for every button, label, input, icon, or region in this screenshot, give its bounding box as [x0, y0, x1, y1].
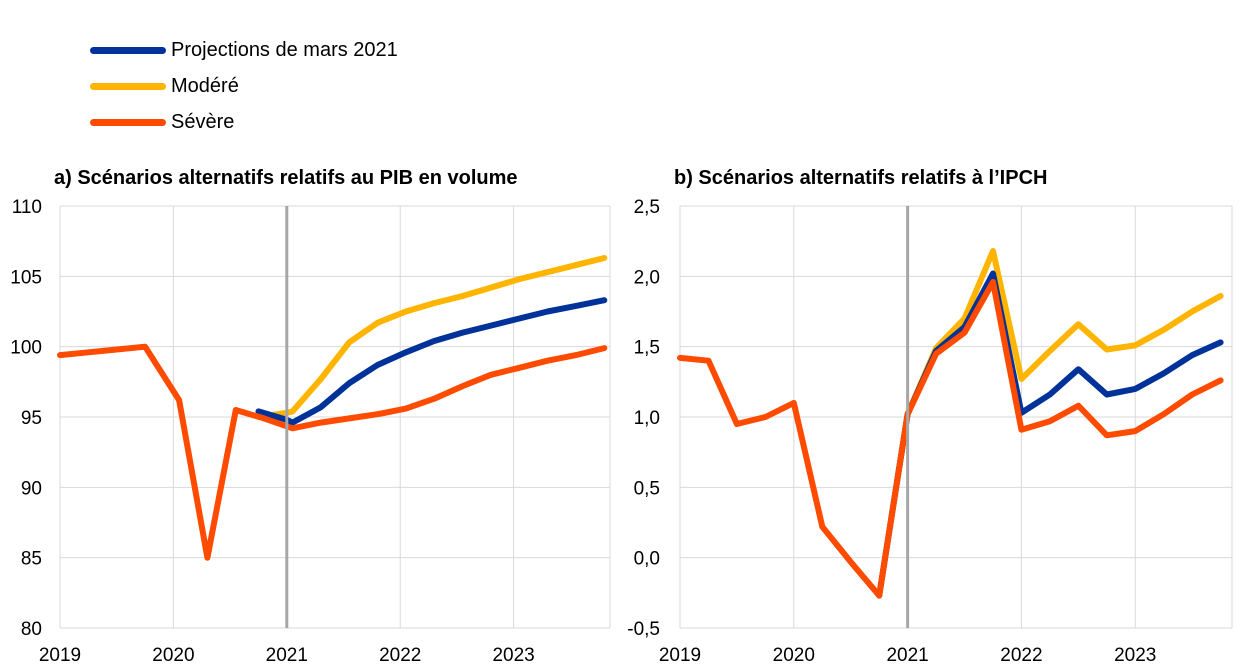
legend-item-severe: Sévère	[90, 104, 398, 140]
legend-swatch-severe	[90, 118, 166, 126]
series-line-severe	[57, 343, 608, 561]
panel-title-gdp: a) Scénarios alternatifs relatifs au PIB…	[54, 167, 518, 189]
legend-label-modere: Modéré	[171, 74, 239, 97]
y-tick-label: 0,0	[634, 549, 660, 570]
y-tick-label: -0,5	[627, 619, 660, 640]
series-line-projections	[876, 270, 1224, 599]
y-tick-label: 90	[21, 478, 42, 499]
x-tick-label: 2019	[39, 645, 81, 666]
y-tick-label: 2,5	[634, 197, 660, 218]
y-tick-label: 2,0	[634, 267, 660, 288]
y-tick-label: 85	[21, 549, 42, 570]
x-tick-label: 2020	[773, 645, 815, 666]
y-tick-label: 1,0	[634, 408, 660, 429]
legend-item-modere: Modéré	[90, 68, 398, 104]
legend-label-severe: Sévère	[171, 110, 235, 133]
series-line-severe	[677, 279, 1224, 599]
y-tick-label: 0,5	[634, 478, 660, 499]
x-tick-label: 2019	[659, 645, 701, 666]
y-tick-label: 95	[21, 408, 42, 429]
legend-label-projections: Projections de mars 2021	[171, 38, 398, 61]
y-tick-label: 110	[12, 197, 42, 218]
y-tick-label: 100	[10, 338, 42, 359]
x-tick-label: 2021	[886, 645, 928, 666]
y-tick-label: 105	[10, 267, 42, 288]
legend: Projections de mars 2021 Modéré Sévère	[90, 32, 398, 140]
x-tick-label: 2023	[492, 645, 534, 666]
panel-hicp: b) Scénarios alternatifs relatifs à l’IP…	[627, 167, 1233, 666]
series-line-modere	[255, 255, 608, 420]
x-tick-label: 2022	[379, 645, 421, 666]
series-line-projections	[255, 297, 608, 426]
legend-item-projections: Projections de mars 2021	[90, 32, 398, 68]
y-tick-label: 80	[21, 619, 42, 640]
panel-gdp: a) Scénarios alternatifs relatifs au PIB…	[10, 167, 611, 666]
legend-swatch-modere	[90, 82, 166, 90]
y-tick-label: 1,5	[634, 338, 660, 359]
x-tick-label: 2021	[266, 645, 308, 666]
legend-swatch-projections	[90, 46, 166, 54]
panel-title-hicp: b) Scénarios alternatifs relatifs à l’IP…	[674, 167, 1047, 189]
x-tick-label: 2022	[1000, 645, 1042, 666]
x-tick-label: 2020	[152, 645, 194, 666]
x-tick-label: 2023	[1114, 645, 1156, 666]
